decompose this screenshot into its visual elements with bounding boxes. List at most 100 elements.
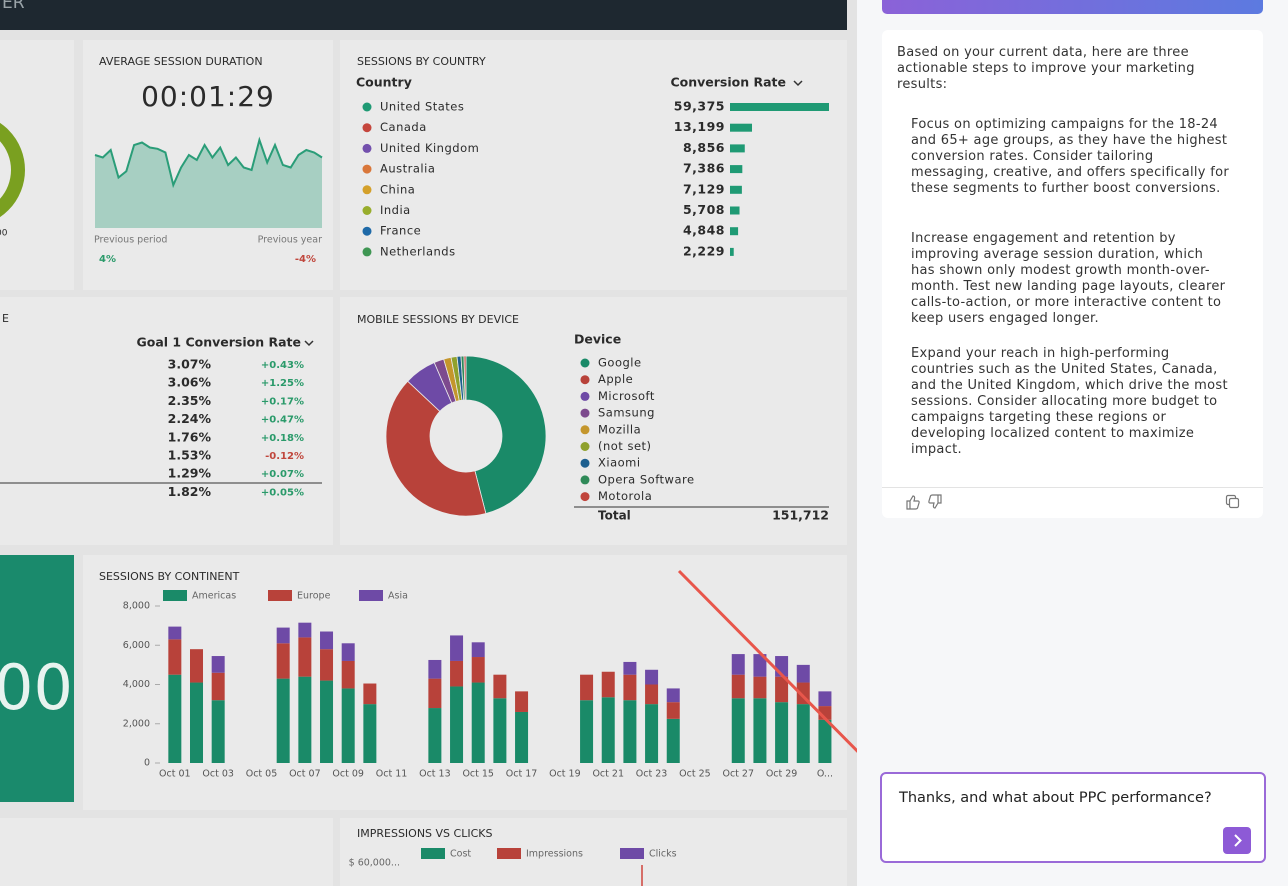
sort-icon[interactable] (304, 340, 314, 347)
legend-dot (362, 143, 372, 153)
bar-segment (320, 649, 334, 681)
bar-segment (428, 708, 442, 763)
country-bar (730, 206, 740, 215)
bar-segment (731, 654, 745, 675)
card-title: IMPRESSIONS VS CLICKS (357, 827, 492, 840)
rate-change: +1.25% (261, 378, 304, 389)
kpi-value: 00:01:29 (141, 80, 275, 113)
country-bar (730, 123, 753, 132)
bar-segment (818, 691, 832, 707)
bar-segment (775, 702, 789, 763)
rate-change: +0.18% (261, 433, 304, 444)
legend-label: Opera Software (598, 472, 695, 486)
y-tick-label: 2,000 (123, 718, 150, 729)
legend-dot (580, 492, 590, 502)
x-tick-label: Oct 27 (722, 769, 754, 780)
legend-label: Xiaomi (598, 456, 641, 470)
country-value: 7,129 (683, 181, 725, 196)
legend-label: Europe (297, 591, 331, 602)
action-button[interactable] (882, 0, 1263, 14)
x-tick-label: Oct 05 (246, 769, 278, 780)
legend-dot (362, 226, 372, 236)
copy-icon[interactable] (1225, 494, 1241, 510)
rate-change: +0.05% (261, 487, 304, 498)
bar-segment (276, 643, 290, 679)
bar-segment (580, 674, 594, 701)
comparison-change: -4% (295, 254, 316, 265)
bar-segment (601, 697, 615, 763)
country-name: Australia (380, 162, 435, 176)
column-header: Conversion Rate (670, 75, 786, 90)
bar-segment (601, 671, 615, 698)
feedback-icons[interactable] (904, 493, 944, 511)
country-bar (730, 144, 745, 153)
column-header: Device (574, 332, 621, 347)
bar-segment (341, 643, 355, 661)
dashboard: ER 00 AVERAGE SESSION DURATION 00:01:29 … (0, 0, 857, 886)
bar-segment (753, 654, 767, 677)
kpi-value: 00 (0, 651, 73, 724)
x-tick-label: Oct 19 (549, 769, 581, 780)
column-header: Country (356, 75, 412, 90)
bar-segment (515, 691, 529, 712)
y-tick-label: 0 (144, 758, 150, 769)
bar-segment (298, 676, 312, 763)
x-tick-label: Oct 07 (289, 769, 321, 780)
legend-label: Samsung (598, 406, 655, 420)
legend-swatch (268, 590, 292, 601)
bar-segment (276, 627, 290, 644)
bar-segment (645, 669, 659, 685)
legend-dot (362, 102, 372, 112)
country-name: United Kingdom (380, 141, 479, 155)
bar-segment (796, 664, 810, 683)
rate-change: +0.07% (261, 469, 304, 480)
rate-value: 3.07% (168, 357, 212, 372)
country-bar (730, 227, 739, 236)
bar-segment (623, 661, 637, 675)
legend-dot (580, 375, 590, 385)
bar-segment (623, 700, 637, 763)
bar-segment (818, 719, 832, 763)
bar-segment (471, 642, 485, 658)
axis-label: $ 60,000... (349, 858, 400, 869)
legend-swatch (163, 590, 187, 601)
input-text: Thanks, and what about PPC performance? (899, 790, 1212, 806)
bar-segment (428, 678, 442, 709)
legend-dot (362, 185, 372, 195)
country-name: United States (380, 100, 464, 114)
country-value: 8,856 (683, 140, 725, 155)
sort-icon[interactable] (793, 80, 803, 87)
donut-slice (463, 355, 467, 401)
bar-segment (190, 649, 204, 683)
bar-segment (320, 631, 334, 650)
legend-swatch (359, 590, 383, 601)
send-button[interactable] (1223, 827, 1251, 854)
comparison-label: Previous period (94, 235, 167, 246)
legend-dot (580, 475, 590, 485)
bar-segment (450, 660, 464, 687)
comparison-label: Previous year (258, 235, 322, 246)
send-icon (1234, 834, 1242, 847)
x-tick-label: Oct 23 (636, 769, 668, 780)
bar-segment (450, 686, 464, 763)
card-title: SESSIONS BY COUNTRY (357, 55, 486, 68)
chat-input[interactable]: Thanks, and what about PPC performance? (880, 772, 1266, 863)
legend-dot (580, 425, 590, 435)
country-name: China (380, 182, 415, 196)
rate-change: +0.17% (261, 396, 304, 407)
legend-label: Motorola (598, 489, 652, 503)
bar-segment (731, 698, 745, 763)
bar-segment (298, 622, 312, 638)
bar-segment (320, 680, 334, 763)
legend-label: (not set) (598, 439, 652, 453)
x-tick-label: Oct 21 (592, 769, 624, 780)
legend-dot (580, 458, 590, 468)
rate-value: 3.06% (168, 375, 212, 390)
header-title: ER (2, 0, 25, 13)
legend-label: Mozilla (598, 422, 641, 436)
country-name: France (380, 224, 421, 238)
bar-segment (168, 639, 182, 675)
legend-swatch (421, 848, 445, 859)
bar-segment (493, 674, 507, 699)
